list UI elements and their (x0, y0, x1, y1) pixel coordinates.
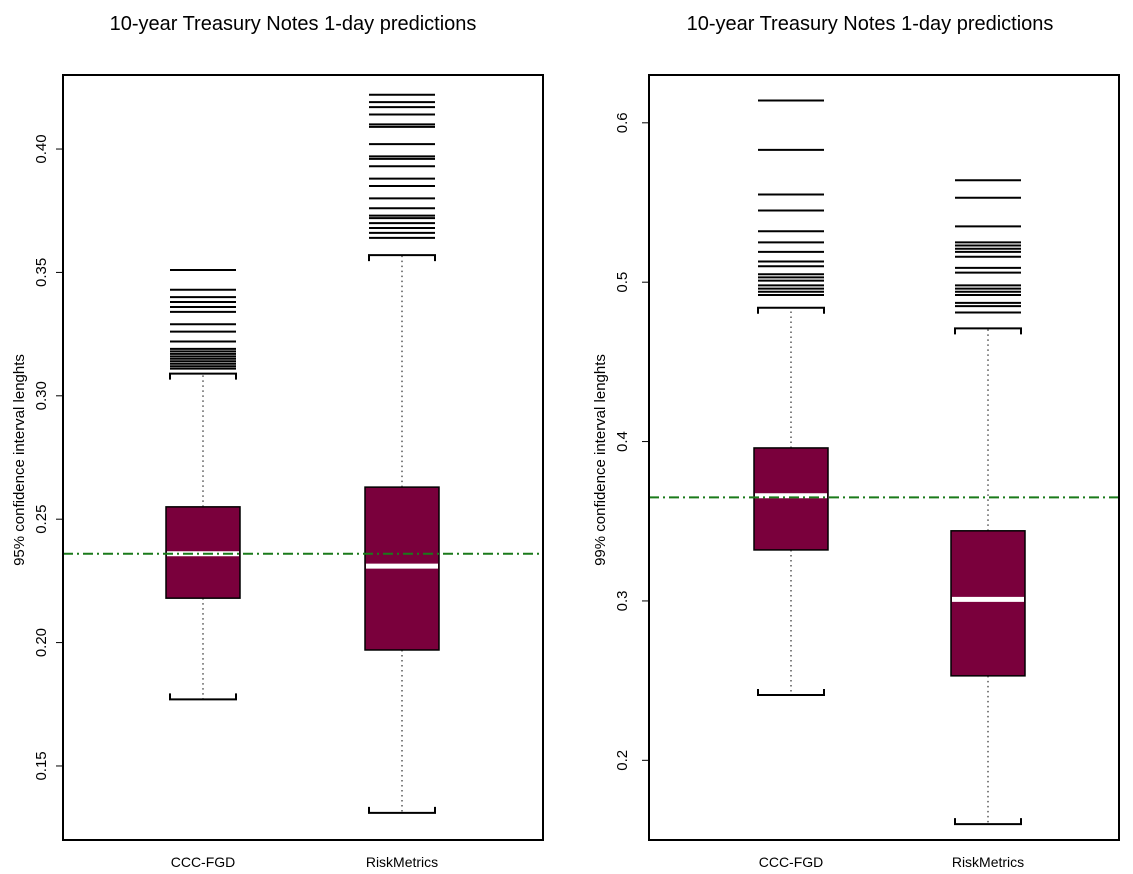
box-body (753, 447, 829, 551)
x-category-label: RiskMetrics (952, 854, 1024, 869)
y-tick-label: 0.20 (33, 628, 50, 657)
lower-whisker-cap (169, 693, 237, 701)
upper-whisker-cap (757, 306, 825, 314)
y-tick-label: 0.40 (33, 134, 50, 163)
chart-panel-95: 10-year Treasury Notes 1-day predictions… (0, 0, 566, 870)
y-tick-label: 0.15 (33, 751, 50, 780)
lower-whisker-cap (757, 688, 825, 696)
x-category-label: RiskMetrics (366, 854, 438, 869)
upper-whisker-cap (368, 254, 436, 262)
y-tick-label: 0.25 (33, 505, 50, 534)
plot-frame (648, 74, 1120, 841)
lower-whisker-cap (954, 818, 1022, 826)
x-category-label: CCC-FGD (759, 854, 824, 869)
y-axis-label: 95% confidence interval lenghts (11, 354, 28, 566)
y-axis-label: 99% confidence interval lenghts (592, 354, 609, 566)
upper-whisker-cap (954, 327, 1022, 335)
y-tick-label: 0.30 (33, 381, 50, 410)
y-tick-label: 0.2 (614, 750, 631, 771)
boxplot-95-svg: 10-year Treasury Notes 1-day predictions… (11, 13, 544, 870)
y-tick-label: 0.4 (614, 431, 631, 452)
plot-frame (62, 74, 544, 841)
upper-whisker-cap (169, 372, 237, 380)
lower-whisker-cap (368, 806, 436, 814)
x-category-label: CCC-FGD (171, 854, 236, 869)
y-tick-label: 0.5 (614, 272, 631, 293)
chart-title: 10-year Treasury Notes 1-day predictions (687, 13, 1054, 35)
chart-title: 10-year Treasury Notes 1-day predictions (110, 13, 477, 35)
chart-panel-99: 10-year Treasury Notes 1-day predictions… (566, 0, 1133, 870)
boxplot-99-svg: 10-year Treasury Notes 1-day predictions… (592, 13, 1120, 870)
y-tick-label: 0.3 (614, 591, 631, 612)
y-tick-label: 0.6 (614, 112, 631, 133)
box-body (950, 530, 1026, 677)
y-tick-label: 0.35 (33, 258, 50, 287)
